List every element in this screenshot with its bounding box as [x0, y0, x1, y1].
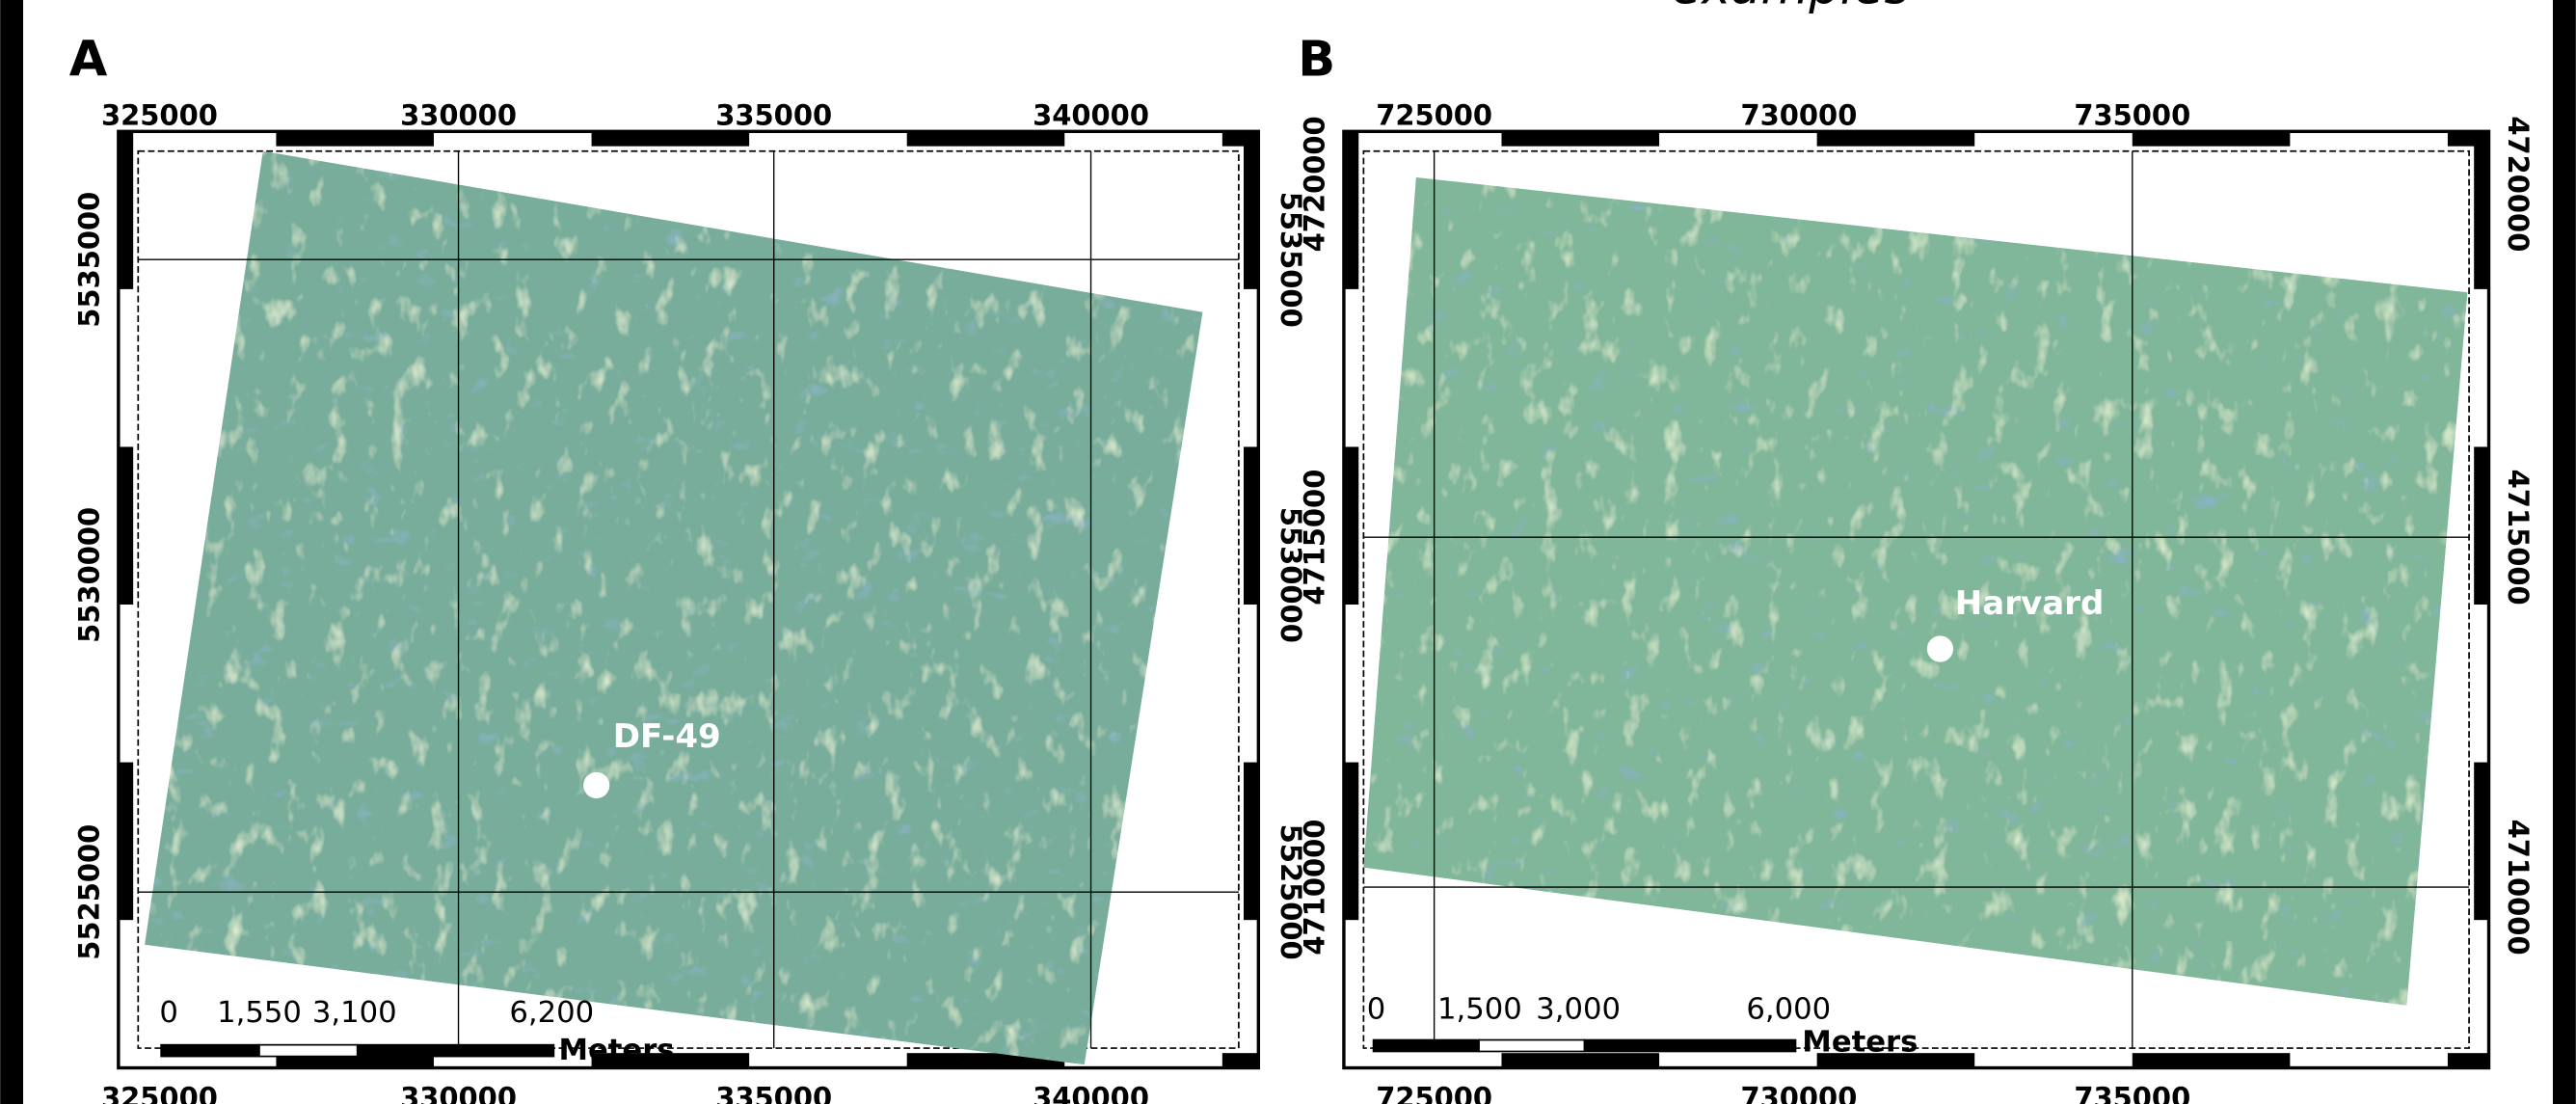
site-label: DF-49 [613, 717, 721, 756]
frame-seg [2474, 131, 2488, 289]
x-tick-label: 730000 [1740, 98, 1857, 131]
scale-seg [1479, 1040, 1584, 1052]
x-tick-label: 725000 [1376, 1081, 1492, 1104]
frame-seg [907, 131, 1065, 146]
frame-seg [2474, 446, 2488, 605]
scale-label: 1,550 [217, 996, 302, 1030]
frame-seg [276, 131, 434, 146]
frame-seg [119, 763, 133, 921]
frame-seg [2133, 1053, 2291, 1067]
scale-label: 3,100 [312, 996, 397, 1030]
scale-label: 3,000 [1536, 992, 1621, 1026]
scale-unit: Meters [558, 1034, 674, 1067]
x-tick-label: 330000 [400, 1081, 517, 1104]
frame-seg [1344, 446, 1358, 605]
y-tick-label: 4710000 [1298, 820, 1330, 956]
scale-seg [161, 1045, 259, 1057]
scale-seg [1374, 1040, 1479, 1052]
scale-seg [1585, 1040, 1796, 1052]
site-marker [1927, 635, 1953, 661]
y-tick-label: 5530000 [72, 507, 105, 643]
x-tick-label: 330000 [400, 98, 517, 131]
frame-seg [1502, 131, 1660, 146]
frame-seg [2448, 1053, 2489, 1067]
x-tick-label: 730000 [1740, 1081, 1857, 1104]
frame-seg [592, 131, 750, 146]
y-tick-label: 4720000 [1298, 116, 1330, 252]
frame-seg [2133, 131, 2291, 146]
scale-label: 6,000 [1746, 992, 1831, 1026]
frame-seg [1244, 131, 1258, 289]
scale-seg [259, 1045, 358, 1057]
frame-seg [1344, 131, 1358, 289]
right-border [2553, 0, 2576, 1104]
scale-seg [358, 1045, 554, 1057]
x-tick-label: 325000 [101, 98, 218, 131]
x-tick-label: 725000 [1376, 98, 1492, 131]
x-tick-label: 325000 [101, 1081, 218, 1104]
scale-unit: Meters [1802, 1025, 1918, 1059]
y-tick-label: 5535000 [72, 192, 105, 328]
y-tick-label: 4710000 [2502, 820, 2535, 956]
left-border [0, 0, 23, 1104]
x-tick-label: 335000 [715, 98, 832, 131]
x-tick-label: 340000 [1033, 1081, 1149, 1104]
y-tick-label: 4715000 [2502, 470, 2535, 606]
frame-seg [1244, 446, 1258, 605]
x-tick-label: 340000 [1033, 98, 1149, 131]
frame-seg [2474, 763, 2488, 921]
scale-label: 1,500 [1437, 992, 1522, 1026]
frame-seg [1502, 1053, 1660, 1067]
figure: examples A 325000 325000 330000 330000 335000… [0, 0, 2576, 1104]
frame-seg [1222, 1053, 1258, 1067]
frame-seg [1817, 131, 1975, 146]
panel-label: B [1298, 31, 1335, 88]
header-title: examples [1672, 0, 1911, 15]
frame-seg [119, 131, 133, 289]
site-marker [583, 772, 609, 798]
frame-seg [119, 446, 133, 605]
scale-label: 6,200 [509, 996, 594, 1030]
y-tick-label: 4715000 [1298, 470, 1330, 606]
scale-label: 0 [159, 996, 178, 1030]
x-tick-label: 735000 [2074, 98, 2190, 131]
panels: A 325000 325000 330000 330000 335000 335000 340… [69, 31, 2535, 1104]
x-tick-label: 735000 [2074, 1081, 2190, 1104]
scale-label: 0 [1367, 992, 1386, 1026]
site-label: Harvard [1955, 584, 2105, 623]
frame-seg [1344, 763, 1358, 921]
frame-seg [1244, 763, 1258, 921]
panel-label: A [69, 31, 108, 88]
y-tick-label: 5525000 [72, 824, 105, 960]
y-tick-label: 4720000 [2502, 116, 2535, 252]
x-tick-label: 335000 [715, 1081, 832, 1104]
